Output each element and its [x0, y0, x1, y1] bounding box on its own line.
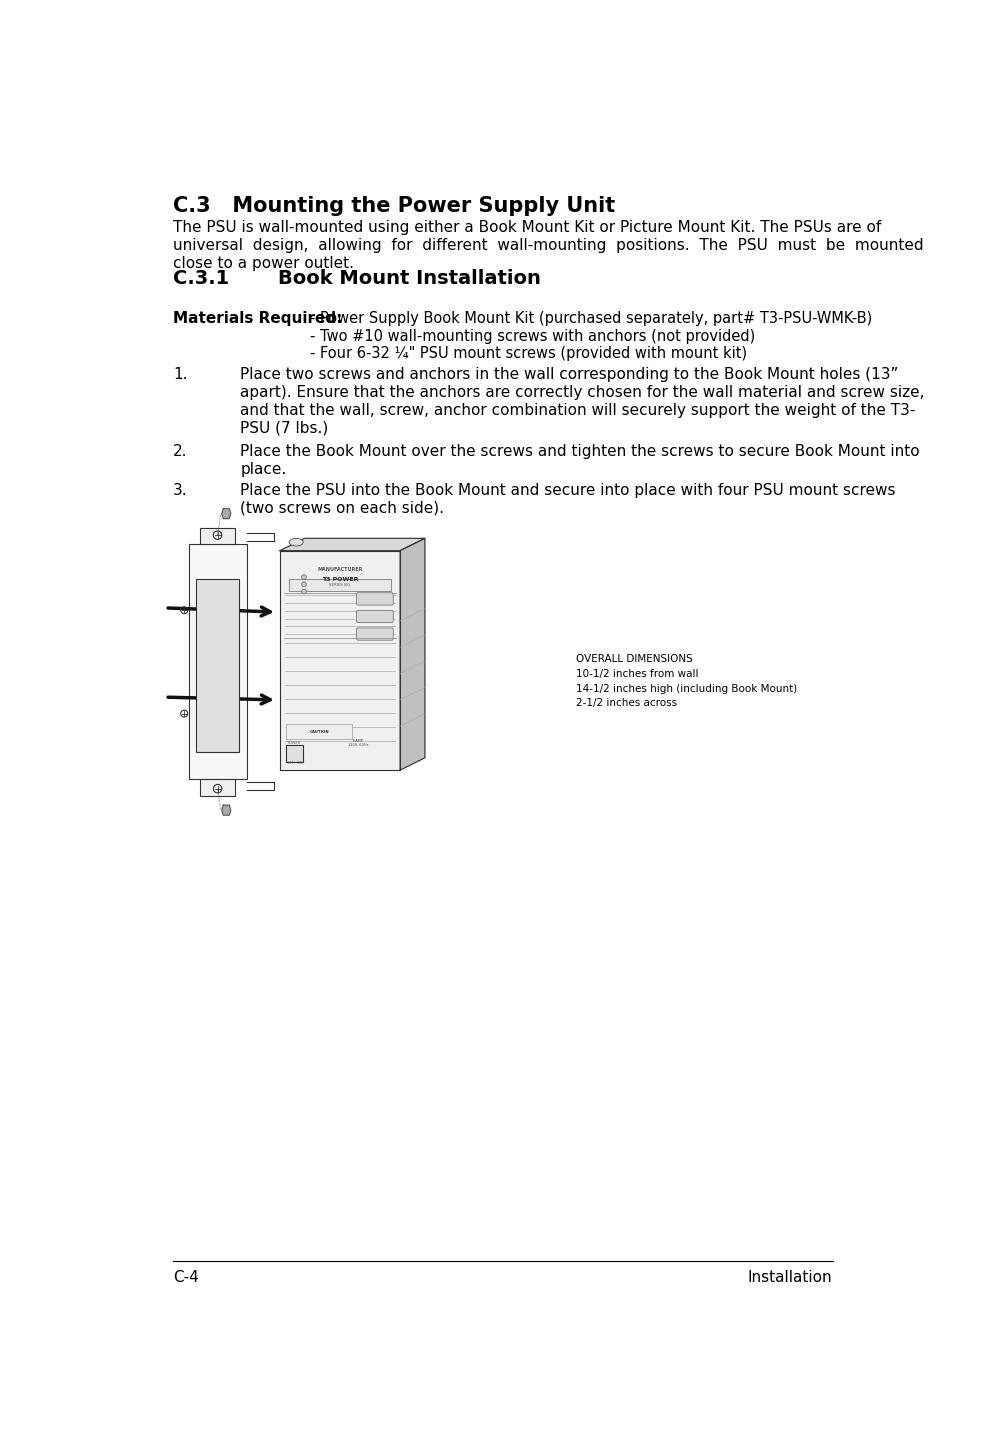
Text: OVERALL DIMENSIONS: OVERALL DIMENSIONS	[576, 654, 693, 663]
Polygon shape	[222, 805, 231, 815]
Bar	[200, 528, 235, 544]
Text: C-4: C-4	[173, 1270, 199, 1284]
Circle shape	[301, 582, 306, 586]
Text: Place two screws and anchors in the wall corresponding to the Book Mount holes (: Place two screws and anchors in the wall…	[240, 367, 899, 383]
Text: apart). Ensure that the anchors are correctly chosen for the wall material and s: apart). Ensure that the anchors are corr…	[240, 385, 925, 400]
Text: close to a power outlet.: close to a power outlet.	[173, 255, 354, 271]
Text: and that the wall, screw, anchor combination will securely support the weight of: and that the wall, screw, anchor combina…	[240, 403, 916, 418]
Polygon shape	[222, 509, 231, 518]
Text: The PSU is wall-mounted using either a Book Mount Kit or Picture Mount Kit. The : The PSU is wall-mounted using either a B…	[173, 219, 881, 235]
Circle shape	[301, 575, 306, 579]
Circle shape	[301, 589, 306, 593]
Text: C.3.1: C.3.1	[173, 268, 230, 287]
Text: POWER: POWER	[288, 740, 301, 744]
Text: universal  design,  allowing  for  different  wall-mounting  positions.  The  PS: universal design, allowing for different…	[173, 238, 924, 252]
Bar	[289, 579, 390, 591]
Ellipse shape	[289, 538, 303, 546]
Bar	[286, 724, 352, 740]
Text: SERIES NO.: SERIES NO.	[329, 583, 351, 586]
Text: T3 POWER: T3 POWER	[322, 577, 358, 582]
Text: Book Mount Installation: Book Mount Installation	[278, 268, 541, 287]
Text: - Four 6-32 ¼" PSU mount screws (provided with mount kit): - Four 6-32 ¼" PSU mount screws (provide…	[310, 345, 748, 361]
Text: Installation: Installation	[748, 1270, 833, 1284]
Text: - Power Supply Book Mount Kit (purchased separately, part# T3-PSU-WMK-B): - Power Supply Book Mount Kit (purchased…	[310, 311, 872, 326]
Text: 3.: 3.	[173, 483, 187, 498]
Text: Place the Book Mount over the screws and tighten the screws to secure Book Mount: Place the Book Mount over the screws and…	[240, 444, 920, 460]
Text: 2-1/2 inches across: 2-1/2 inches across	[576, 698, 677, 708]
Polygon shape	[400, 538, 425, 770]
Text: PSU (7 lbs.): PSU (7 lbs.)	[240, 421, 329, 435]
Text: CAUTION: CAUTION	[309, 730, 329, 734]
Polygon shape	[280, 538, 425, 550]
Text: OFF   ON: OFF ON	[286, 760, 302, 765]
Text: 2.: 2.	[173, 444, 187, 460]
Bar	[200, 779, 235, 797]
Text: C.3   Mounting the Power Supply Unit: C.3 Mounting the Power Supply Unit	[173, 196, 615, 216]
FancyBboxPatch shape	[356, 628, 393, 640]
Bar	[196, 579, 239, 753]
Text: place.: place.	[240, 461, 286, 477]
Text: 1.: 1.	[173, 367, 187, 383]
FancyBboxPatch shape	[356, 593, 393, 605]
Text: 6-AMP
120V, 60Hz: 6-AMP 120V, 60Hz	[348, 739, 368, 747]
FancyBboxPatch shape	[356, 611, 393, 622]
Text: 14-1/2 inches high (including Book Mount): 14-1/2 inches high (including Book Mount…	[576, 683, 798, 694]
Polygon shape	[280, 550, 400, 770]
Text: Materials Required:: Materials Required:	[173, 311, 342, 326]
Text: MANUFACTURER: MANUFACTURER	[317, 567, 363, 572]
Text: - Two #10 wall-mounting screws with anchors (not provided): - Two #10 wall-mounting screws with anch…	[310, 328, 755, 344]
Text: 10-1/2 inches from wall: 10-1/2 inches from wall	[576, 669, 698, 679]
Bar	[286, 746, 303, 762]
Text: Place the PSU into the Book Mount and secure into place with four PSU mount scre: Place the PSU into the Book Mount and se…	[240, 483, 896, 498]
FancyBboxPatch shape	[188, 544, 246, 779]
Text: (two screws on each side).: (two screws on each side).	[240, 501, 444, 515]
